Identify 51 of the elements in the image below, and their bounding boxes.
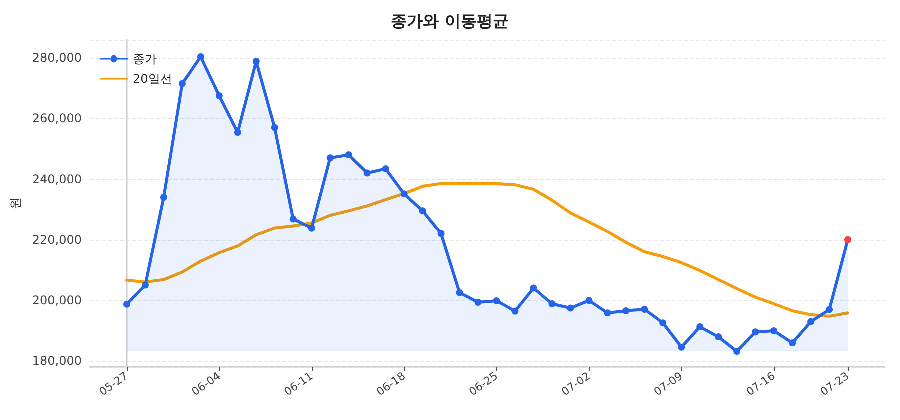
point: [696, 324, 704, 331]
point: [308, 224, 316, 232]
point: [752, 328, 760, 336]
point: [290, 216, 297, 223]
point: [234, 129, 242, 136]
y-tick-label: 180,000: [32, 354, 82, 368]
legend-label: 종가: [133, 52, 157, 66]
point: [123, 300, 130, 308]
point: [678, 344, 686, 351]
point: [419, 208, 426, 215]
point: [789, 340, 796, 347]
point: [178, 80, 186, 88]
point: [252, 58, 260, 65]
point: [400, 190, 408, 198]
point: [715, 334, 722, 341]
y-tick-label: 240,000: [32, 172, 82, 186]
point: [586, 297, 593, 304]
y-tick-label: 260,000: [32, 112, 82, 126]
point: [530, 284, 538, 292]
point: [512, 308, 519, 315]
point: [548, 300, 556, 308]
point: [604, 310, 612, 317]
point: [216, 92, 223, 100]
chart-title: 종가와 이동평균: [391, 12, 509, 30]
point: [456, 289, 464, 296]
point: [660, 320, 667, 327]
point: [197, 53, 204, 60]
point: [844, 236, 852, 244]
point: [826, 306, 834, 314]
point: [382, 165, 390, 172]
legend-label: 20일선: [133, 72, 172, 86]
point: [474, 299, 482, 306]
point: [160, 194, 168, 201]
y-tick-label: 280,000: [32, 51, 82, 66]
point: [734, 348, 741, 356]
line-series: [125, 182, 850, 318]
point: [364, 170, 371, 177]
point: [770, 327, 778, 334]
point: [142, 282, 149, 289]
point: [641, 306, 648, 313]
y-tick-label: 200,000: [32, 293, 82, 308]
y-tick-label: 220,000: [32, 232, 82, 247]
point: [493, 297, 500, 304]
point: [326, 154, 334, 162]
point: [438, 230, 445, 238]
point: [808, 318, 815, 326]
point: [567, 304, 574, 312]
point: [271, 124, 278, 132]
y-axis-title: 원: [8, 198, 22, 210]
point: [345, 152, 352, 159]
point: [622, 307, 630, 314]
